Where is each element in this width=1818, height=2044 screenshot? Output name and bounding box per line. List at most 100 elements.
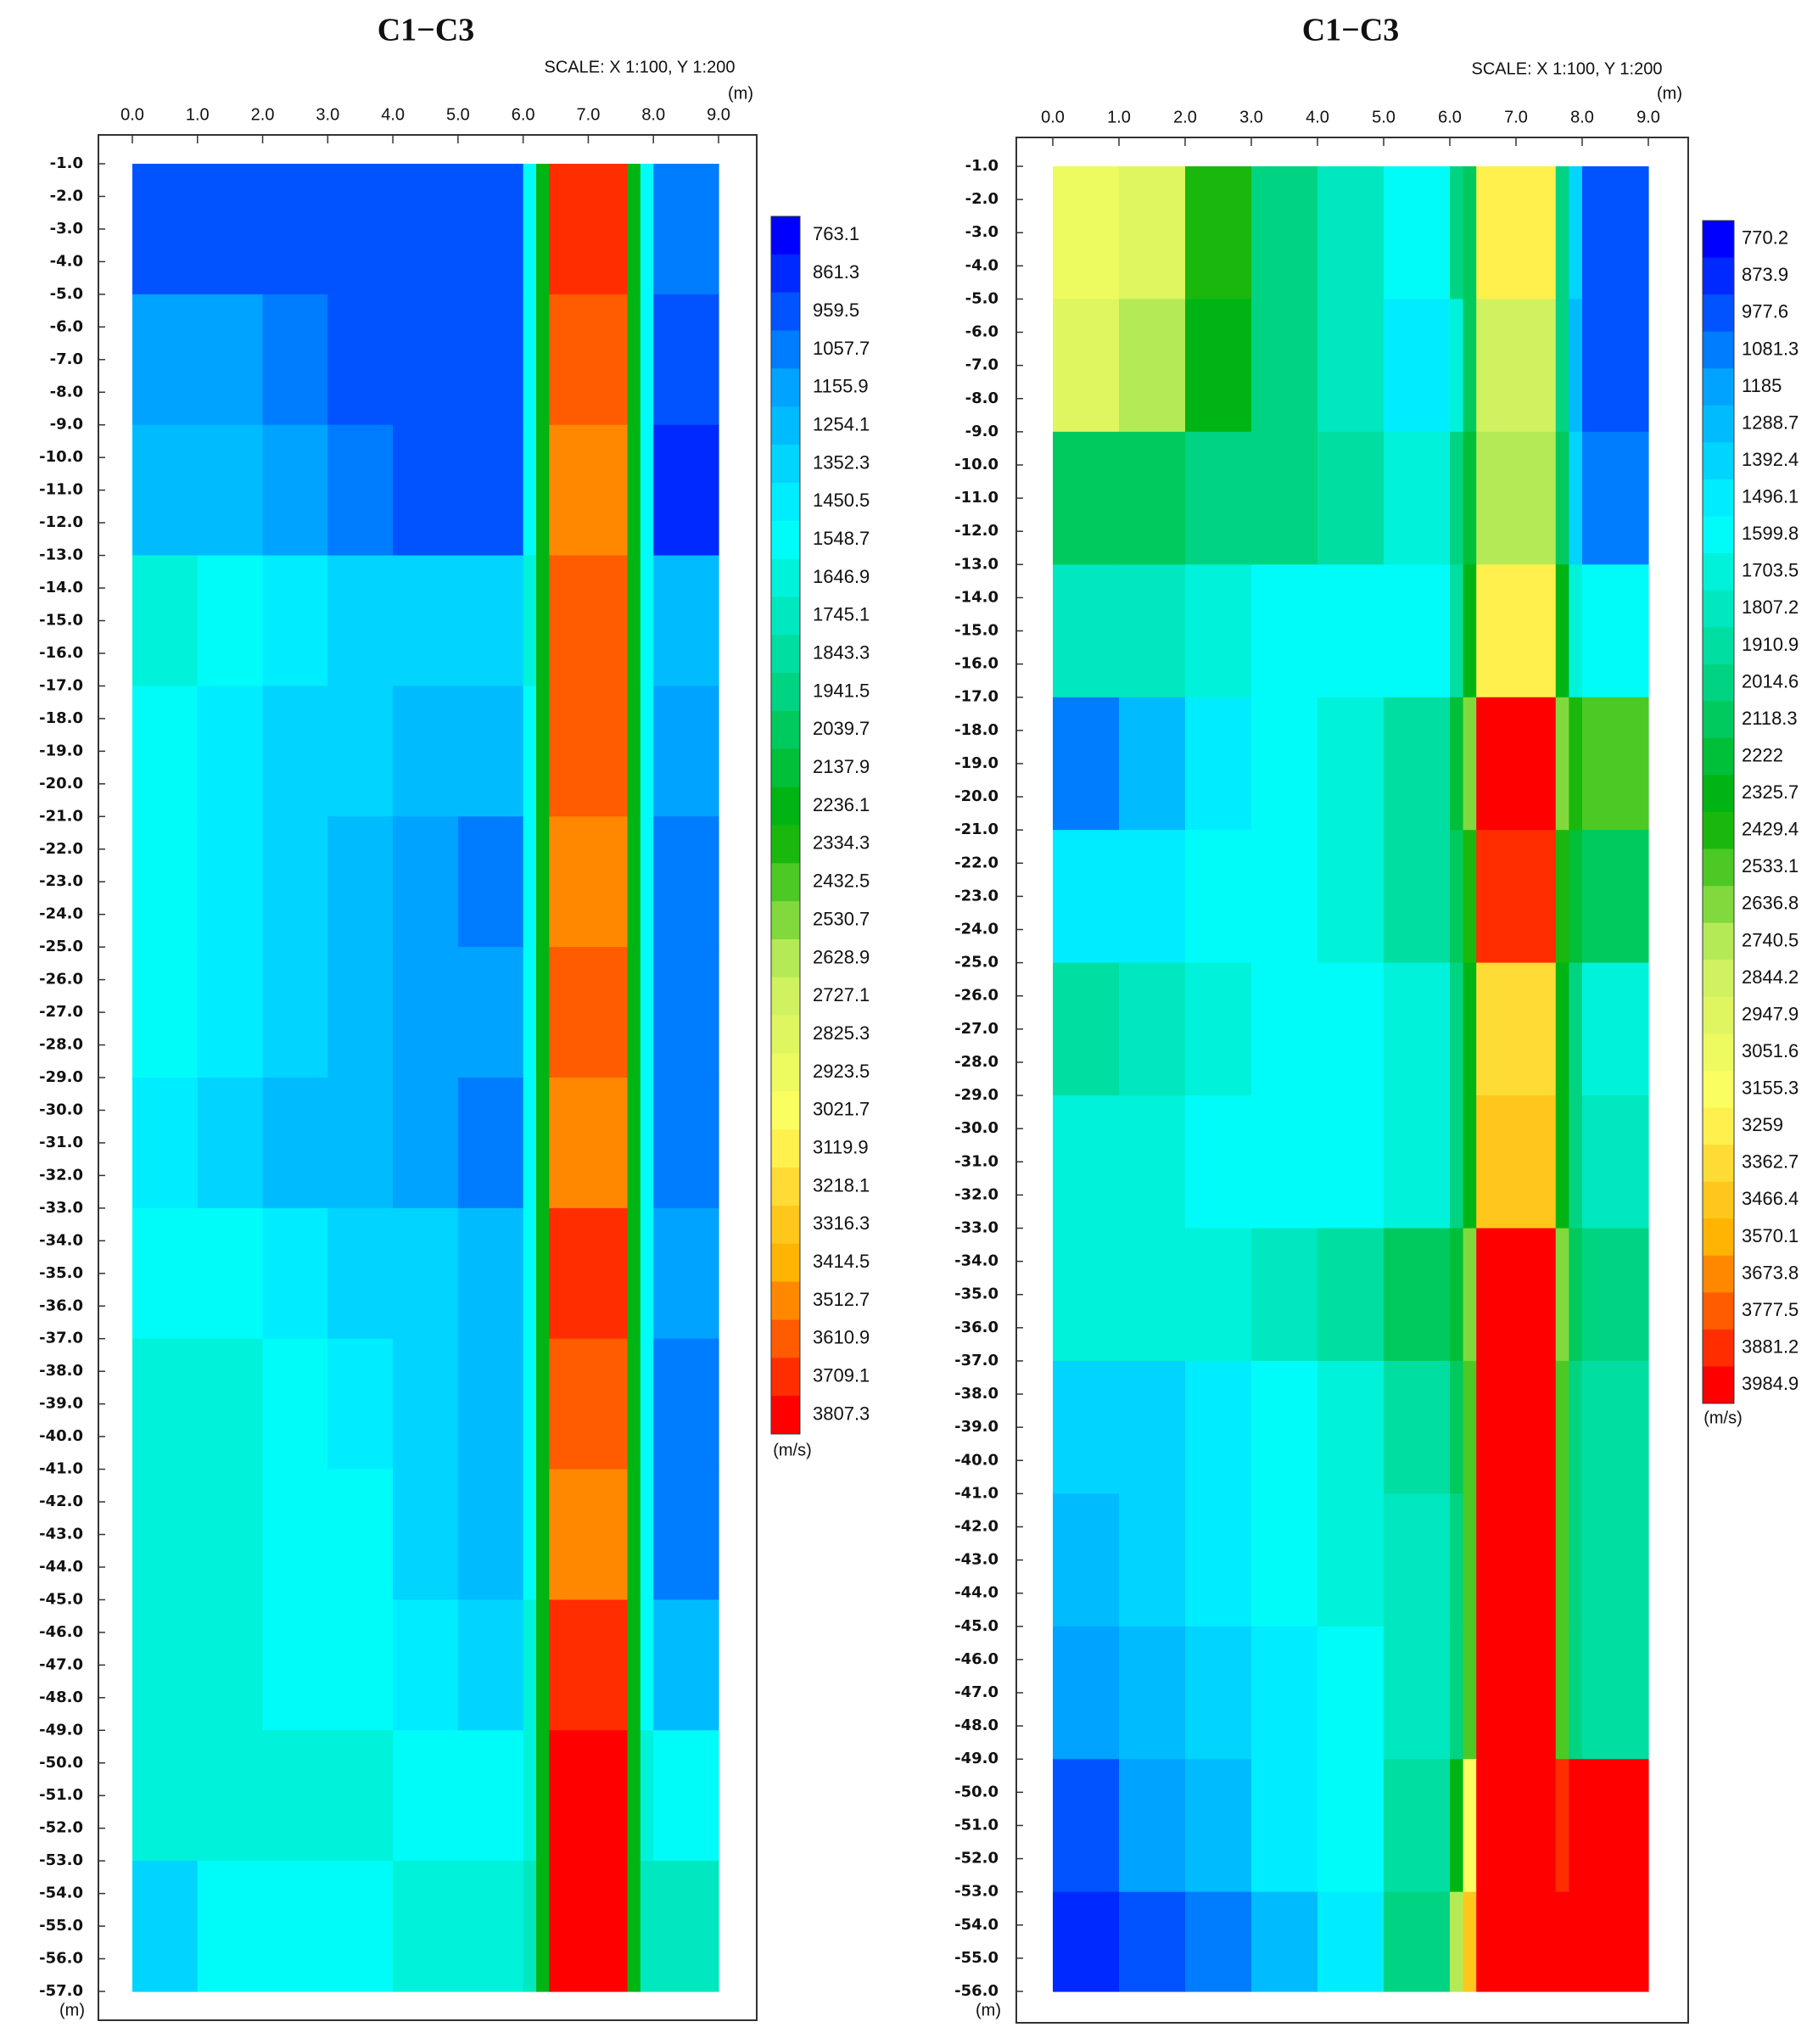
x-tick-label: 5.0: [1372, 108, 1396, 126]
colorbar-swatch: [771, 292, 800, 332]
x-tick-label: 4.0: [1306, 108, 1329, 126]
colorbar-swatch: [771, 1015, 800, 1055]
heatmap-cell: [197, 1469, 264, 1601]
colorbar-unit: (m/s): [773, 1441, 812, 1459]
colorbar-label: 3673.8: [1742, 1262, 1798, 1283]
heatmap-cell: [1251, 1891, 1318, 1992]
x-tick-label: 4.0: [381, 105, 405, 124]
heatmap-cell: [1569, 1228, 1583, 1362]
heatmap-cell: [1119, 1493, 1186, 1627]
heatmap-cell: [536, 1207, 550, 1340]
y-tick-label: -17.0: [39, 676, 83, 694]
heatmap-cell: [523, 1469, 537, 1601]
colorbar-label: 3807.3: [813, 1403, 870, 1424]
colorbar-unit: (m/s): [1703, 1408, 1742, 1427]
heatmap-cell: [132, 1599, 199, 1731]
heatmap-cell: [1463, 962, 1477, 1096]
heatmap-cell: [549, 1078, 629, 1209]
heatmap-cell: [1463, 830, 1477, 964]
colorbar-label: 3466.4: [1742, 1188, 1798, 1209]
heatmap-cell: [1555, 1360, 1569, 1494]
y-tick-label: -8.0: [50, 383, 83, 400]
colorbar-swatch: [771, 482, 800, 522]
heatmap-cell: [627, 1078, 641, 1209]
y-tick-label: -1.0: [965, 157, 999, 175]
heatmap-cell: [653, 1599, 719, 1731]
heatmap-cell: [1384, 1493, 1451, 1627]
x-tick-label: 5.0: [446, 105, 470, 124]
heatmap-cell: [262, 424, 328, 557]
heatmap-cell: [1450, 299, 1464, 433]
heatmap-cell: [549, 1207, 629, 1340]
y-tick-label: -16.0: [39, 644, 83, 662]
heatmap-cell: [1569, 299, 1583, 433]
heatmap-cell: [1476, 564, 1557, 698]
y-tick-label: -27.0: [954, 1020, 999, 1038]
colorbar-label: 1646.9: [813, 566, 870, 587]
heatmap-cell: [132, 1469, 199, 1601]
heatmap-cell: [327, 1338, 394, 1470]
heatmap-cell: [1569, 1360, 1583, 1494]
heatmap-cell: [1555, 1493, 1569, 1627]
x-tick-label: 7.0: [577, 105, 601, 124]
y-tick-label: -11.0: [39, 481, 83, 499]
colorbar-swatch: [1703, 886, 1734, 924]
heatmap-cell: [536, 1469, 550, 1601]
heatmap-cell: [1555, 1626, 1569, 1760]
heatmap-cell: [627, 1599, 641, 1731]
heatmap-cell: [1053, 1759, 1120, 1893]
heatmap-cell: [653, 1469, 719, 1601]
heatmap-cell: [327, 555, 394, 687]
heatmap-cell: [1384, 166, 1451, 300]
heatmap-cell: [1569, 1891, 1583, 1992]
y-tick-label: -4.0: [965, 256, 999, 274]
heatmap-cell: [327, 1861, 394, 1992]
colorbar-label: 2014.6: [1742, 670, 1798, 692]
heatmap-cell: [1053, 697, 1120, 831]
y-tick-label: -32.0: [954, 1185, 999, 1203]
colorbar-label: 2740.5: [1742, 929, 1798, 950]
heatmap-cell: [132, 686, 199, 817]
colorbar-swatch: [1703, 627, 1734, 665]
y-tick-label: -47.0: [39, 1655, 83, 1673]
heatmap-cell: [1450, 1493, 1464, 1627]
colorbar-swatch: [1703, 701, 1734, 739]
heatmap-cell: [393, 555, 459, 687]
colorbar-swatch: [1703, 812, 1734, 850]
y-tick-label: -5.0: [965, 289, 999, 307]
y-tick-label: -25.0: [954, 954, 999, 972]
y-tick-label: -41.0: [954, 1484, 999, 1502]
heatmap-cell: [653, 816, 719, 948]
y-tick-label: -17.0: [954, 688, 999, 706]
heatmap-cell: [549, 1599, 629, 1731]
heatmap-cell: [393, 816, 459, 948]
y-tick-label: -32.0: [39, 1166, 83, 1184]
heatmap-cell: [1185, 166, 1252, 300]
heatmap-cell: [1384, 1228, 1451, 1362]
heatmap-cell: [1251, 1493, 1318, 1627]
heatmap-cell: [1569, 830, 1583, 964]
heatmap-cell: [1317, 1759, 1384, 1893]
heatmap-cell: [1582, 697, 1649, 831]
heatmap-cell: [1582, 1228, 1649, 1362]
y-tick-label: -54.0: [954, 1916, 999, 1934]
heatmap-cell: [1569, 1095, 1583, 1229]
heatmap-cell: [457, 686, 524, 817]
colorbar-label: 1057.7: [813, 338, 870, 359]
y-tick-label: -38.0: [39, 1362, 83, 1380]
heatmap-cell: [1053, 1360, 1120, 1494]
y-tick-label: -48.0: [954, 1716, 999, 1734]
y-tick-label: -28.0: [954, 1053, 999, 1071]
heatmap-cell: [1317, 1228, 1384, 1362]
heatmap-cell: [197, 1338, 264, 1470]
heatmap-cell: [1476, 1626, 1557, 1760]
heatmap-cell: [536, 555, 550, 687]
heatmap-cell: [640, 947, 654, 1078]
colorbar-label: 2429.4: [1742, 819, 1798, 840]
heatmap-cell: [1582, 1095, 1649, 1229]
y-tick-label: -3.0: [965, 223, 999, 241]
colorbar-swatch: [1703, 737, 1734, 776]
heatmap-cell: [1555, 299, 1569, 433]
colorbar-label: 2222: [1742, 744, 1783, 765]
